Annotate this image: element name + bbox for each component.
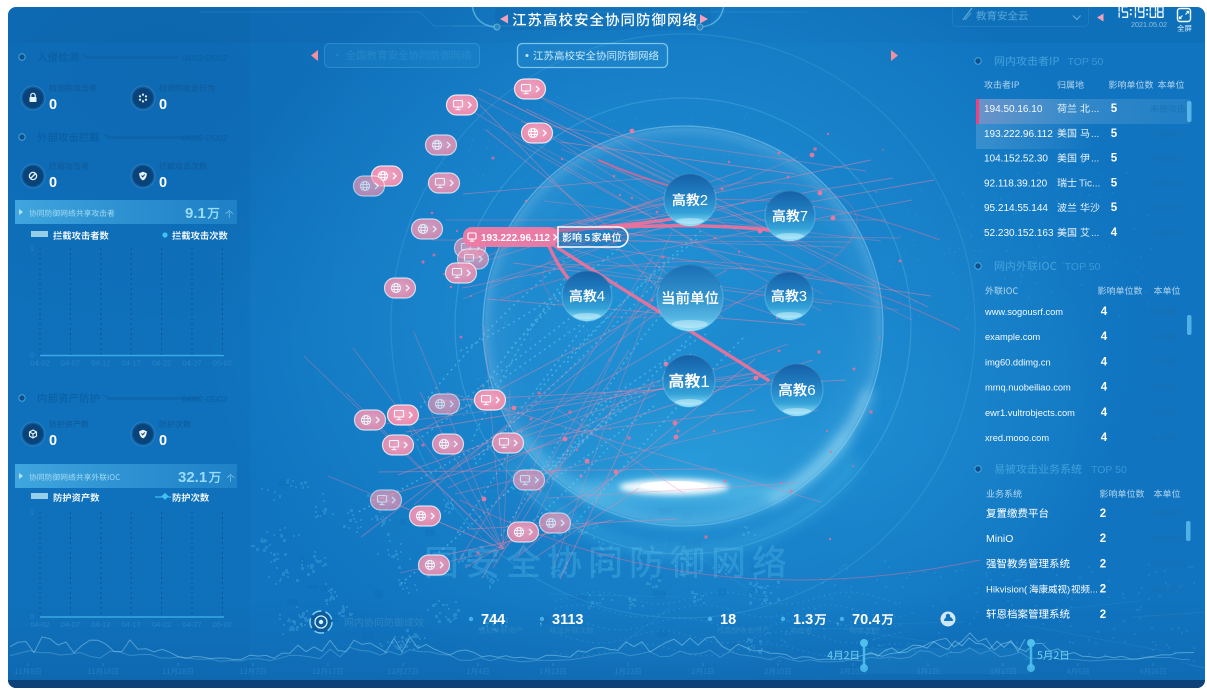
svg-text:...: ... [1091, 104, 1099, 115]
svg-text:9.1: 9.1 [185, 205, 206, 222]
svg-text:0: 0 [159, 97, 167, 113]
svg-text:5: 5 [1111, 177, 1118, 189]
svg-text:04-27: 04-27 [182, 359, 201, 368]
svg-text:MiniO: MiniO [986, 533, 1013, 545]
svg-text:img60.ddimg.cn: img60.ddimg.cn [985, 357, 1051, 367]
svg-text:52.230.152.163: 52.230.152.163 [984, 228, 1054, 239]
svg-text:0: 0 [159, 433, 167, 449]
svg-text:4: 4 [1111, 227, 1118, 239]
svg-text:32.1: 32.1 [178, 469, 207, 486]
svg-text:5: 5 [585, 233, 591, 244]
svg-text:2: 2 [1100, 508, 1106, 520]
svg-text:TOP 50: TOP 50 [1091, 464, 1127, 476]
svg-text:2: 2 [1100, 558, 1106, 570]
svg-text:5: 5 [1111, 128, 1118, 140]
svg-text:04/02-05/02: 04/02-05/02 [182, 53, 228, 63]
svg-text:05-02: 05-02 [213, 359, 232, 368]
svg-text:04/02-05/02: 04/02-05/02 [182, 394, 228, 404]
svg-text:5: 5 [1111, 153, 1118, 165]
svg-text:744: 744 [481, 612, 505, 628]
svg-text:194.50.16.10: 194.50.16.10 [984, 104, 1043, 115]
svg-text:05-02: 05-02 [213, 620, 232, 629]
svg-text:...: ... [1090, 585, 1098, 596]
svg-text:www.sogousrf.com: www.sogousrf.com [984, 307, 1063, 317]
svg-text:04-17: 04-17 [122, 620, 141, 629]
svg-text:4: 4 [1101, 306, 1108, 318]
svg-text:1: 1 [30, 508, 34, 517]
svg-text:70.4: 70.4 [852, 612, 880, 628]
svg-text:0: 0 [49, 433, 57, 449]
svg-text:4: 4 [597, 289, 605, 305]
svg-text:6: 6 [807, 382, 815, 399]
svg-text:04-02: 04-02 [30, 620, 49, 629]
svg-text:193.222.96.112: 193.222.96.112 [481, 233, 550, 244]
svg-text:04-22: 04-22 [152, 359, 171, 368]
svg-text:04-07: 04-07 [61, 359, 80, 368]
svg-text:4: 4 [1101, 382, 1108, 394]
svg-text:0: 0 [30, 612, 34, 621]
svg-text:Hikvision(: Hikvision( [986, 585, 1028, 596]
svg-text:ewr1.vultrobjects.com: ewr1.vultrobjects.com [985, 408, 1075, 418]
svg-text:,: , [836, 612, 840, 627]
svg-text:104.152.52.30: 104.152.52.30 [984, 154, 1048, 165]
svg-text:4: 4 [1101, 407, 1108, 419]
svg-text:TOP 50: TOP 50 [1068, 56, 1104, 68]
svg-text:2: 2 [1100, 584, 1106, 596]
svg-text:...: ... [1091, 228, 1099, 239]
svg-text:example.com: example.com [985, 332, 1041, 342]
svg-text:95.214.55.144: 95.214.55.144 [984, 203, 1048, 214]
svg-text:5: 5 [1111, 103, 1118, 115]
svg-text:7: 7 [800, 209, 808, 225]
svg-text:Tic...: Tic... [1079, 178, 1100, 189]
svg-text:4: 4 [1101, 432, 1108, 444]
svg-text:04-02: 04-02 [30, 359, 49, 368]
svg-text:0: 0 [49, 97, 57, 113]
svg-text:): ) [1067, 585, 1070, 596]
svg-text:04-12: 04-12 [91, 359, 110, 368]
svg-text:3113: 3113 [552, 612, 583, 628]
svg-text:0: 0 [49, 175, 57, 191]
svg-text:2: 2 [1100, 609, 1106, 621]
svg-text:2: 2 [1100, 533, 1106, 545]
svg-text:TOP 50: TOP 50 [1065, 261, 1101, 273]
svg-text:4: 4 [1101, 331, 1108, 343]
svg-text:18: 18 [720, 612, 736, 628]
svg-text:0: 0 [30, 351, 34, 360]
svg-text:2021.05.02: 2021.05.02 [1131, 20, 1167, 29]
svg-text:4: 4 [1101, 356, 1108, 368]
svg-text:...: ... [1091, 154, 1099, 165]
svg-text:92.118.39.120: 92.118.39.120 [984, 178, 1048, 189]
svg-text:04-22: 04-22 [152, 620, 171, 629]
svg-text:1.3: 1.3 [793, 612, 813, 628]
svg-text:04-12: 04-12 [91, 620, 110, 629]
svg-text:1: 1 [30, 244, 34, 253]
svg-text:1: 1 [700, 372, 709, 391]
svg-text:xred.mooo.com: xred.mooo.com [985, 433, 1049, 443]
svg-text:5: 5 [1111, 202, 1118, 214]
svg-text:04-27: 04-27 [182, 620, 201, 629]
svg-text:3: 3 [799, 289, 807, 305]
svg-text:0: 0 [159, 175, 167, 191]
svg-text:04/02-05/02: 04/02-05/02 [182, 133, 228, 143]
svg-text:2: 2 [700, 193, 708, 209]
svg-text:04-07: 04-07 [61, 620, 80, 629]
svg-text:mmq.nuobeiliao.com: mmq.nuobeiliao.com [985, 383, 1071, 393]
svg-text:193.222.96.112: 193.222.96.112 [984, 129, 1053, 140]
svg-text:...: ... [1091, 129, 1099, 140]
svg-text:04-17: 04-17 [122, 359, 141, 368]
